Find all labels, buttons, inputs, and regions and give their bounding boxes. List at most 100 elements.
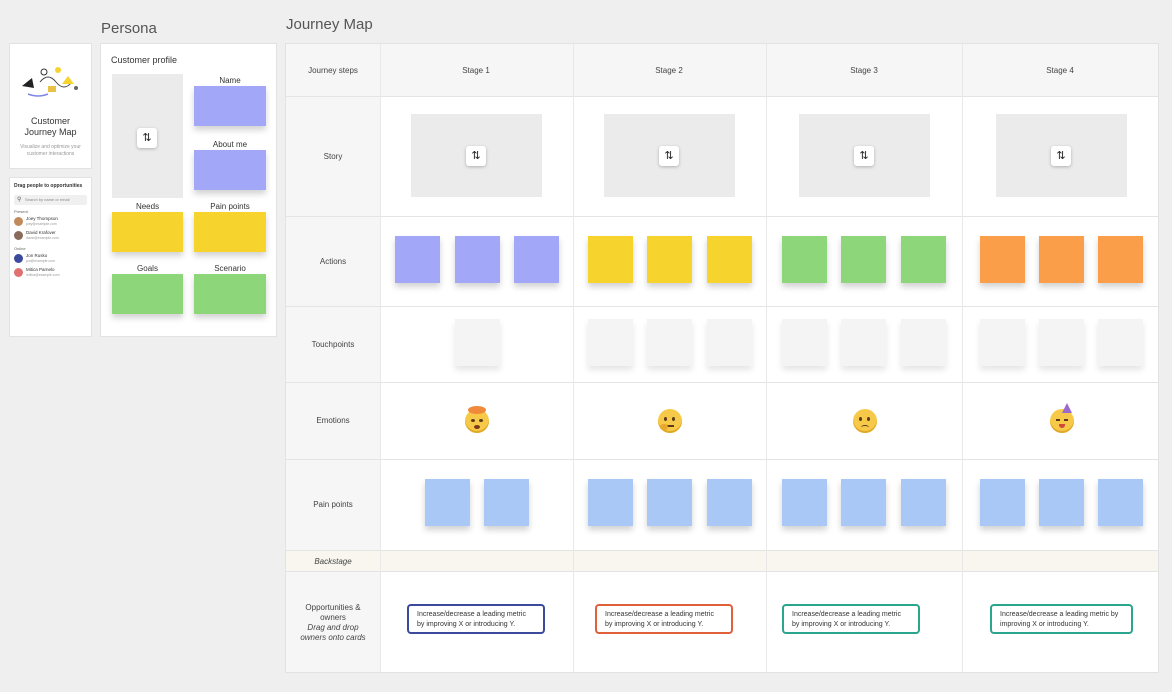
person-name: Joey Thompson <box>26 216 58 221</box>
field-label-needs: Needs <box>135 202 160 211</box>
touchpoint-sticky[interactable] <box>1098 319 1143 366</box>
touchpoint-sticky[interactable] <box>841 319 886 366</box>
touchpoint-sticky[interactable] <box>782 319 827 366</box>
persona-section-title: Persona <box>101 20 157 37</box>
swap-image-icon[interactable]: ⇅ <box>854 146 874 166</box>
swap-image-icon[interactable]: ⇅ <box>659 146 679 166</box>
thinking-face-emoji-icon[interactable] <box>658 409 682 433</box>
person-item[interactable]: Joey Thompson joey@example.com <box>14 216 87 228</box>
row-divider <box>286 216 1158 217</box>
action-sticky[interactable] <box>514 236 559 283</box>
goals-sticky[interactable] <box>112 274 183 314</box>
row-label-emotions: Emotions <box>316 416 350 425</box>
profile-title: Customer profile <box>111 55 178 65</box>
action-sticky[interactable] <box>647 236 692 283</box>
people-panel-title: Drag people to opportunities <box>14 183 83 189</box>
confused-face-emoji-icon[interactable] <box>853 409 877 433</box>
swap-image-icon[interactable]: ⇅ <box>1051 146 1071 166</box>
name-sticky[interactable] <box>194 86 266 126</box>
touchpoint-sticky[interactable] <box>1039 319 1084 366</box>
opportunity-card[interactable]: Increase/decrease a leading metric by im… <box>407 604 545 634</box>
row-label-touchpoints: Touchpoints <box>311 340 355 349</box>
person-email: jon@example.com <box>26 259 56 263</box>
touchpoint-sticky[interactable] <box>707 319 752 366</box>
avatar <box>14 268 23 277</box>
person-item[interactable]: Mitica Parnelo mitica@example.com <box>14 267 87 279</box>
person-item[interactable]: Jon Rusko jon@example.com <box>14 253 87 265</box>
person-email: david@example.com <box>26 236 59 240</box>
touchpoint-sticky[interactable] <box>980 319 1025 366</box>
pain-point-sticky[interactable] <box>647 479 692 526</box>
stage-2-header[interactable]: Stage 2 <box>655 66 683 75</box>
opportunity-card[interactable]: Increase/decrease a leading metric by im… <box>990 604 1133 634</box>
touchpoint-sticky[interactable] <box>647 319 692 366</box>
cover-card[interactable]: Customer Journey Map Visualize and optim… <box>10 44 91 168</box>
swap-image-icon[interactable]: ⇅ <box>137 128 157 148</box>
column-divider <box>766 44 767 672</box>
field-label-about: About me <box>212 140 248 149</box>
pain-point-sticky[interactable] <box>782 479 827 526</box>
pain-point-sticky[interactable] <box>1039 479 1084 526</box>
action-sticky[interactable] <box>1039 236 1084 283</box>
about-sticky[interactable] <box>194 150 266 190</box>
column-divider <box>573 44 574 672</box>
person-email: mitica@example.com <box>26 273 60 277</box>
cover-title-line1: Customer <box>30 116 70 126</box>
pain-point-sticky[interactable] <box>980 479 1025 526</box>
swap-image-icon[interactable]: ⇅ <box>466 146 486 166</box>
field-label-pain: Pain points <box>210 202 250 211</box>
action-sticky[interactable] <box>841 236 886 283</box>
avatar <box>14 231 23 240</box>
action-sticky[interactable] <box>395 236 440 283</box>
row-divider <box>286 382 1158 383</box>
touchpoint-sticky[interactable] <box>455 319 500 366</box>
action-sticky[interactable] <box>588 236 633 283</box>
header-row <box>286 44 1158 96</box>
opportunity-card[interactable]: Increase/decrease a leading metric by im… <box>782 604 920 634</box>
person-name: Jon Rusko <box>26 253 48 258</box>
pain-point-sticky[interactable] <box>841 479 886 526</box>
opportunities-label-line1: Opportunities & <box>305 603 361 612</box>
field-label-scenario: Scenario <box>214 264 246 273</box>
person-name: David Krafover <box>26 230 56 235</box>
action-sticky[interactable] <box>901 236 946 283</box>
journey-steps-label: Journey steps <box>308 66 358 75</box>
row-label-actions: Actions <box>319 257 347 266</box>
action-sticky[interactable] <box>1098 236 1143 283</box>
needs-sticky[interactable] <box>112 212 183 252</box>
cover-subtitle-line1: Visualize and optimize your <box>20 144 81 150</box>
exploding-head-emoji-icon[interactable] <box>465 406 489 433</box>
opportunity-card[interactable]: Increase/decrease a leading metric by im… <box>595 604 733 634</box>
stage-3-header[interactable]: Stage 3 <box>850 66 878 75</box>
journey-section-title: Journey Map <box>286 16 373 33</box>
pain-point-sticky[interactable] <box>588 479 633 526</box>
row-divider <box>286 571 1158 572</box>
party-face-emoji-icon[interactable] <box>1050 403 1074 433</box>
field-label-goals: Goals <box>137 264 158 273</box>
pain-point-sticky[interactable] <box>425 479 470 526</box>
group-label-online: Online <box>14 246 26 251</box>
row-divider <box>286 96 1158 97</box>
stage-4-header[interactable]: Stage 4 <box>1046 66 1074 75</box>
people-panel: Drag people to opportunities ⚲ Search by… <box>10 178 91 336</box>
touchpoint-sticky[interactable] <box>588 319 633 366</box>
opportunities-label-line2: owners <box>320 613 346 622</box>
people-search-input[interactable]: ⚲ Search by name or email <box>14 195 87 205</box>
row-divider <box>286 306 1158 307</box>
scenario-sticky[interactable] <box>194 274 266 314</box>
pain-points-sticky[interactable] <box>194 212 266 252</box>
action-sticky[interactable] <box>782 236 827 283</box>
stage-1-header[interactable]: Stage 1 <box>462 66 490 75</box>
pain-point-sticky[interactable] <box>707 479 752 526</box>
action-sticky[interactable] <box>707 236 752 283</box>
row-label-story: Story <box>323 152 343 161</box>
pain-point-sticky[interactable] <box>1098 479 1143 526</box>
action-sticky[interactable] <box>455 236 500 283</box>
touchpoint-sticky[interactable] <box>901 319 946 366</box>
action-sticky[interactable] <box>980 236 1025 283</box>
pain-point-sticky[interactable] <box>484 479 529 526</box>
row-label-column <box>286 44 380 672</box>
person-item[interactable]: David Krafover david@example.com <box>14 230 87 242</box>
backstage-row <box>286 551 1158 571</box>
pain-point-sticky[interactable] <box>901 479 946 526</box>
